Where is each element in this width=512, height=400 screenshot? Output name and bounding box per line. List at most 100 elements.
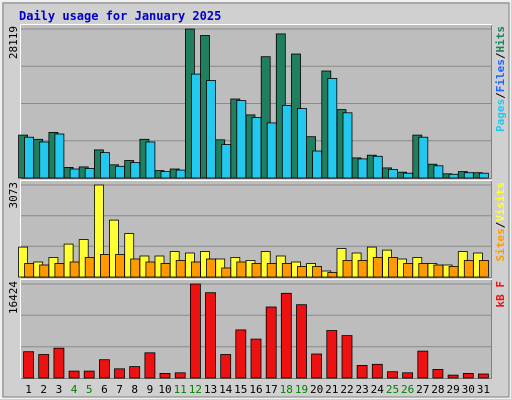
bar-sites-day-19 bbox=[297, 266, 307, 278]
bar-files-day-24 bbox=[372, 155, 383, 179]
series-files bbox=[24, 73, 489, 179]
bar-sites-day-6 bbox=[100, 254, 110, 278]
x-tick-label-day-3: 3 bbox=[56, 383, 63, 396]
bar-kb-f-day-17 bbox=[265, 306, 277, 379]
x-tick-label-day-19: 19 bbox=[295, 383, 308, 396]
x-tick-label-day-4: 4 bbox=[71, 383, 78, 396]
bar-sites-day-23 bbox=[357, 260, 368, 278]
chart-panels: 28119Pages/Files/Hits3073Sites/Visits164… bbox=[7, 24, 507, 379]
bar-kb-f-day-26 bbox=[402, 372, 414, 379]
x-tick-label-day-31: 31 bbox=[477, 383, 490, 396]
bar-files-day-20 bbox=[312, 150, 323, 179]
x-tick-label-day-5: 5 bbox=[86, 383, 93, 396]
bar-kb-f-day-21 bbox=[326, 330, 338, 379]
bar-visits-day-4 bbox=[63, 243, 74, 278]
x-tick-label-day-14: 14 bbox=[219, 383, 233, 396]
bar-sites-day-11 bbox=[175, 260, 186, 278]
legend-entry: Hits bbox=[494, 26, 507, 53]
legend-entry: Pages bbox=[494, 99, 507, 132]
axis-max-label: 3073 bbox=[7, 182, 20, 209]
bar-kb-f-day-20 bbox=[311, 353, 323, 379]
bar-files-day-13 bbox=[206, 80, 216, 179]
bar-sites-day-18 bbox=[281, 263, 292, 278]
bar-kb-f-day-28 bbox=[432, 368, 444, 379]
bar-files-day-29 bbox=[448, 173, 459, 179]
bar-kb-f-day-9 bbox=[144, 352, 156, 379]
x-tick-label-day-23: 23 bbox=[355, 383, 368, 396]
bar-kb-f-day-18 bbox=[280, 292, 292, 379]
x-tick-label-day-16: 16 bbox=[249, 383, 262, 396]
bar-kb-f-day-23 bbox=[356, 364, 368, 379]
bar-sites-day-28 bbox=[433, 264, 444, 278]
bar-files-day-11 bbox=[175, 169, 186, 179]
bar-sites-day-7 bbox=[115, 254, 125, 278]
legend-entry: kB F bbox=[494, 281, 507, 308]
bar-sites-day-24 bbox=[372, 257, 383, 278]
legend-entry: / bbox=[494, 52, 507, 59]
bar-files-day-12 bbox=[190, 73, 201, 179]
bar-files-day-7 bbox=[115, 165, 125, 179]
x-tick-label-day-10: 10 bbox=[158, 383, 171, 396]
bar-sites-day-31 bbox=[478, 260, 489, 278]
bar-files-day-14 bbox=[221, 144, 232, 179]
bar-sites-day-4 bbox=[69, 261, 80, 278]
panel-legend: Sites/Visits bbox=[494, 182, 507, 262]
bar-kb-f-day-30 bbox=[462, 372, 474, 379]
panel-sites-visits: 3073 Sites/Visits bbox=[7, 180, 507, 278]
bar-files-day-27 bbox=[418, 136, 429, 179]
bar-kb-f-day-1 bbox=[23, 351, 35, 379]
x-tick-label-day-28: 28 bbox=[431, 383, 444, 396]
legend-entry: Visits bbox=[494, 182, 507, 222]
series-kb-f bbox=[23, 283, 489, 379]
bar-kb-f-day-2 bbox=[38, 354, 50, 379]
x-tick-label-day-27: 27 bbox=[416, 383, 429, 396]
bar-sites-day-3 bbox=[54, 263, 65, 278]
bar-kb-f-day-5 bbox=[83, 370, 95, 379]
bar-kb-f-day-7 bbox=[114, 368, 125, 379]
panel-kbytes: 16424 kB F bbox=[7, 279, 507, 379]
bar-sites-day-9 bbox=[145, 261, 156, 278]
bar-kb-f-day-22 bbox=[341, 335, 353, 379]
bar-files-day-30 bbox=[463, 172, 474, 179]
x-tick-label-day-25: 25 bbox=[386, 383, 399, 396]
bar-kb-f-day-27 bbox=[417, 350, 429, 379]
bar-kb-f-day-25 bbox=[387, 371, 398, 379]
x-tick-label-day-15: 15 bbox=[234, 383, 247, 396]
x-tick-label-day-20: 20 bbox=[310, 383, 323, 396]
bar-kb-f-day-14 bbox=[220, 354, 232, 379]
x-tick-label-day-11: 11 bbox=[174, 383, 187, 396]
bar-visits-day-6 bbox=[94, 184, 104, 278]
bar-files-day-9 bbox=[145, 141, 156, 179]
panel-legend: kB F bbox=[494, 281, 507, 308]
bar-sites-day-2 bbox=[39, 264, 50, 278]
bar-kb-f-day-3 bbox=[53, 347, 65, 379]
bar-sites-day-15 bbox=[236, 261, 247, 278]
bar-sites-day-20 bbox=[312, 266, 323, 278]
bar-sites-day-14 bbox=[221, 267, 232, 278]
x-tick-label-day-7: 7 bbox=[116, 383, 123, 396]
bar-files-day-8 bbox=[130, 162, 141, 179]
bar-sites-day-21 bbox=[327, 272, 338, 278]
bar-files-day-5 bbox=[84, 168, 95, 179]
bar-files-day-19 bbox=[297, 108, 307, 179]
bar-kb-f-day-4 bbox=[68, 370, 80, 379]
bar-sites-day-8 bbox=[130, 258, 141, 278]
bar-kb-f-day-31 bbox=[477, 373, 489, 379]
bar-files-day-6 bbox=[100, 152, 110, 179]
bar-files-day-4 bbox=[69, 168, 80, 179]
bar-files-day-26 bbox=[403, 172, 414, 179]
bar-files-day-21 bbox=[327, 78, 338, 179]
x-tick-label-day-18: 18 bbox=[280, 383, 293, 396]
bar-sites-day-16 bbox=[251, 263, 262, 278]
bar-files-day-23 bbox=[357, 158, 368, 179]
bar-kb-f-day-13 bbox=[205, 292, 216, 379]
x-tick-label-day-26: 26 bbox=[401, 383, 414, 396]
bar-kb-f-day-6 bbox=[99, 359, 110, 379]
bar-files-day-15 bbox=[236, 100, 247, 179]
legend-entry: Sites bbox=[494, 228, 507, 261]
bar-files-day-31 bbox=[478, 172, 489, 179]
x-tick-label-day-13: 13 bbox=[204, 383, 217, 396]
